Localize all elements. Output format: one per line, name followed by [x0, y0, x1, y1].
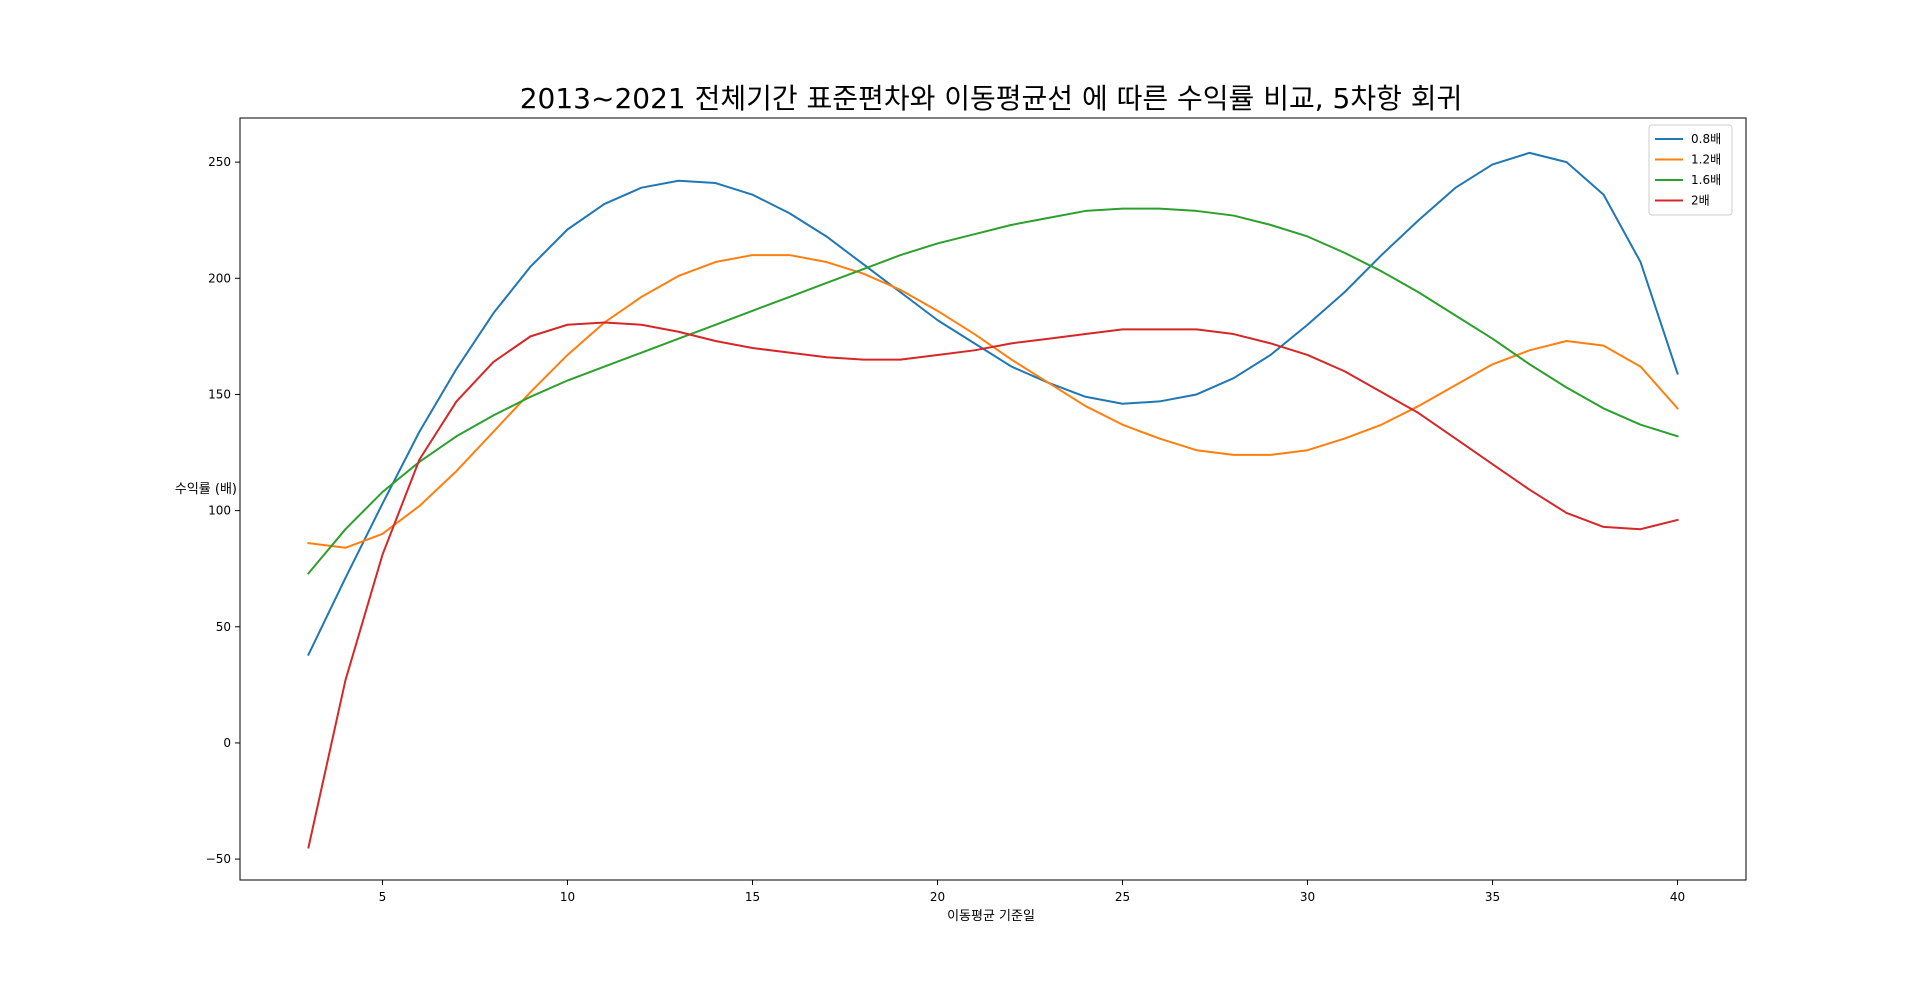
legend-label: 0.8배	[1691, 132, 1721, 146]
legend: 0.8배 1.2배 1.6배 2배	[1648, 124, 1733, 216]
y-tick-label: 100	[208, 504, 231, 518]
plot-frame	[239, 117, 1747, 881]
legend-label: 2배	[1691, 194, 1710, 208]
y-axis: −50 0 50 100 150 200 250	[206, 155, 240, 866]
plot-area	[239, 117, 1747, 881]
x-axis-label: 이동평균 기준일	[947, 909, 1035, 924]
series-line-3	[307, 207, 1679, 575]
legend-label: 1.2배	[1691, 153, 1721, 167]
y-tick-label: 200	[208, 271, 231, 285]
series-line-2	[307, 254, 1679, 549]
y-tick-label: 50	[216, 620, 231, 634]
legend-box	[1648, 124, 1733, 216]
chart-title: 2013~2021 전체기간 표준편차와 이동평균선 에 따른 수익률 비교, …	[520, 82, 1463, 115]
x-tick-label: 20	[930, 890, 945, 904]
x-tick-label: 15	[745, 890, 760, 904]
x-axis: 5 10 15 20 25 30 35 40	[379, 880, 1685, 904]
x-tick-label: 25	[1115, 890, 1130, 904]
x-tick-label: 10	[560, 890, 575, 904]
y-tick-label: −50	[206, 852, 231, 866]
x-tick-label: 30	[1300, 890, 1315, 904]
series-line-4	[307, 321, 1679, 849]
x-tick-label: 35	[1485, 890, 1500, 904]
legend-label: 1.6배	[1691, 173, 1721, 187]
y-tick-label: 250	[208, 155, 231, 169]
y-tick-label: 0	[223, 736, 231, 750]
x-tick-label: 40	[1670, 890, 1685, 904]
series-line-1	[307, 151, 1679, 656]
y-tick-label: 150	[208, 387, 231, 401]
x-tick-label: 5	[379, 890, 387, 904]
y-axis-label: 수익률 (배)	[175, 482, 237, 497]
